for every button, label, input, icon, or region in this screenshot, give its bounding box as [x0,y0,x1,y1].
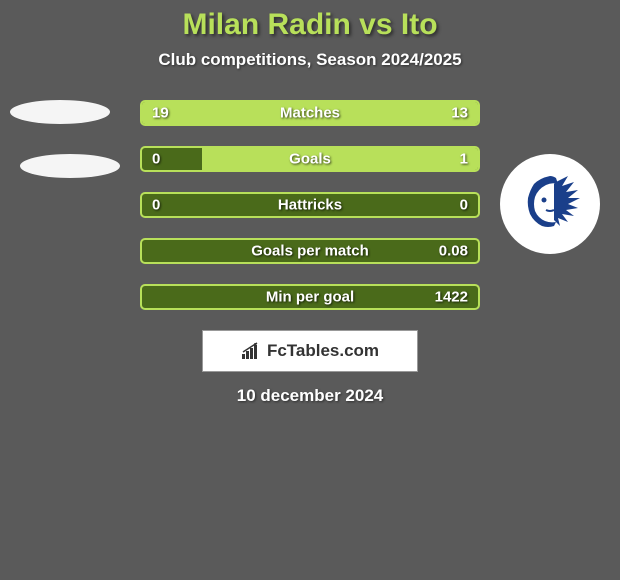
stat-label: Hattricks [278,197,342,214]
stat-row-goals-per-match: Goals per match 0.08 [140,238,480,264]
stat-label: Goals per match [251,243,369,260]
brand-label: FcTables.com [267,341,379,361]
stat-label: Goals [289,151,331,168]
page-subtitle: Club competitions, Season 2024/2025 [0,50,620,70]
chief-icon [510,164,590,244]
stat-value-left: 0 [152,151,160,168]
stat-row-hattricks: 0 Hattricks 0 [140,192,480,218]
stat-row-matches: 19 Matches 13 [140,100,480,126]
player-photo-left-1 [10,100,110,124]
stat-label: Min per goal [266,289,354,306]
team-logo-right [500,154,600,254]
player-photo-left-2 [20,154,120,178]
stat-bars: 19 Matches 13 0 Goals 1 0 Hattricks 0 [140,100,480,310]
page-title: Milan Radin vs Ito [0,8,620,42]
brand-box[interactable]: FcTables.com [202,330,418,372]
stat-value-right: 13 [451,105,468,122]
stat-value-right: 1422 [435,289,468,306]
stat-value-left: 0 [152,197,160,214]
bars-icon [241,342,263,360]
stat-value-right: 0 [460,197,468,214]
stats-area: 19 Matches 13 0 Goals 1 0 Hattricks 0 [0,100,620,406]
stat-fill-right [202,148,478,170]
main-container: Milan Radin vs Ito Club competitions, Se… [0,0,620,406]
stat-value-left: 19 [152,105,169,122]
date-line: 10 december 2024 [0,386,620,406]
brand-text: FcTables.com [241,341,379,361]
stat-value-right: 1 [460,151,468,168]
stat-value-right: 0.08 [439,243,468,260]
stat-row-min-per-goal: Min per goal 1422 [140,284,480,310]
stat-label: Matches [280,105,340,122]
stat-row-goals: 0 Goals 1 [140,146,480,172]
